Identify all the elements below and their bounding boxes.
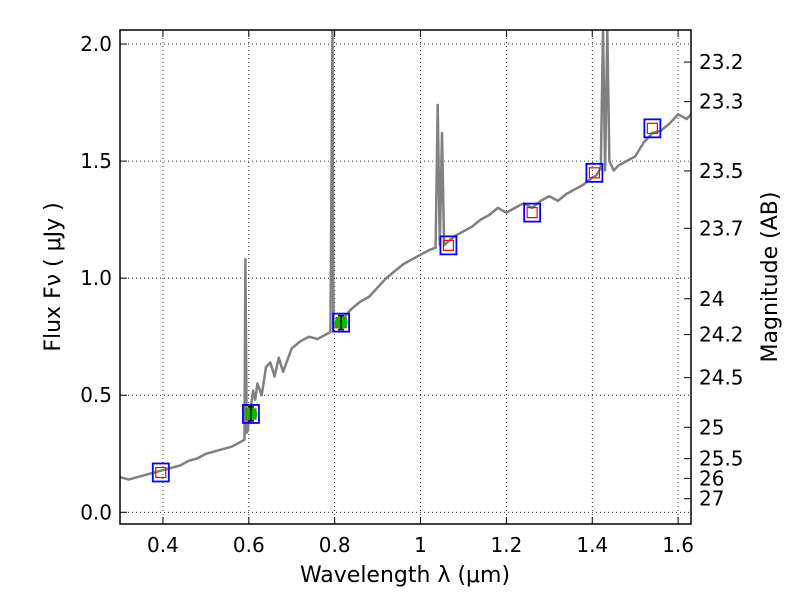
mag-tick-label: 23.5	[699, 159, 744, 183]
x-tick-label: 0.8	[319, 533, 351, 557]
photometry-box	[643, 118, 662, 139]
model-flux-marker	[526, 207, 538, 219]
photometry-box	[242, 404, 260, 424]
x-tick-label: 1.2	[490, 533, 522, 557]
photometry-box	[523, 202, 542, 223]
y-tick-label: 0.0	[80, 500, 112, 524]
mag-tick-label: 24.2	[699, 323, 744, 347]
mag-tick-label: 24	[699, 287, 724, 311]
y2-axis-label: Magnitude (AB)	[758, 192, 783, 363]
x-axis-label: Wavelength λ (μm)	[300, 563, 510, 588]
model-flux-marker	[646, 122, 658, 134]
x-tick-label: 1.4	[576, 533, 608, 557]
plot-area	[120, 30, 691, 483]
model-flux-marker	[442, 239, 455, 251]
ticks: 0.4 0.6 0.8 1 1.2 1.4 1.6 0.0 0.5 1.0 1.5 2.0 23.2 23…	[80, 30, 744, 557]
mag-tick-label: 25.5	[699, 447, 744, 471]
y-tick-label: 0.5	[80, 383, 112, 407]
mag-tick-label: 23.3	[699, 90, 744, 114]
plot-frame	[119, 29, 692, 525]
mag-tick-label: 26	[699, 466, 724, 490]
photometry-box	[332, 312, 351, 333]
mag-tick-label: 27	[699, 487, 724, 511]
photometry-box	[151, 462, 170, 483]
x-tick-label: 0.6	[233, 533, 265, 557]
x-tick-label: 1.6	[662, 533, 694, 557]
y-tick-label: 1.5	[80, 149, 112, 173]
mag-tick-label: 25	[699, 415, 724, 439]
mag-tick-label: 23.2	[699, 50, 744, 74]
model-flux-marker	[155, 466, 167, 479]
y-tick-label: 1.0	[80, 266, 112, 290]
mag-tick-label: 23.7	[699, 216, 744, 240]
x-tick-label: 0.4	[147, 533, 179, 557]
x-tick-label: 1	[414, 533, 427, 557]
mag-tick-label: 24.5	[699, 366, 744, 390]
model-flux-marker	[588, 167, 601, 179]
y-tick-label: 2.0	[80, 32, 112, 56]
photometry-box	[585, 162, 604, 183]
y-axis-label: Flux Fν ( μJy )	[41, 202, 66, 351]
photometry-box	[439, 235, 458, 256]
